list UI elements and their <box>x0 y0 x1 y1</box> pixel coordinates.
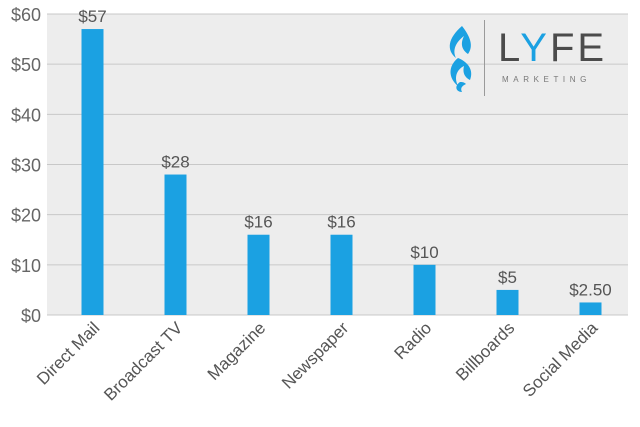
x-tick-label: Broadcast TV <box>100 318 187 405</box>
data-label: $10 <box>410 243 438 262</box>
y-tick-label: $10 <box>11 256 41 276</box>
bar <box>247 234 270 315</box>
y-tick-label: $50 <box>11 55 41 75</box>
bar <box>81 29 104 316</box>
x-tick-label: Direct Mail <box>33 318 103 388</box>
bar <box>579 302 602 315</box>
data-label: $5 <box>498 268 517 287</box>
bar <box>164 174 187 315</box>
x-tick-label: Newspaper <box>278 318 352 392</box>
logo-wordmark-accent: Y <box>520 26 550 70</box>
logo-wordmark: LYFE <box>498 28 607 68</box>
y-tick-label: $30 <box>11 156 41 176</box>
y-tick-label: $20 <box>11 206 41 226</box>
logo-wordmark-right: FE <box>549 26 608 70</box>
x-tick-label: Billboards <box>452 318 518 384</box>
bar <box>496 289 519 315</box>
data-label: $16 <box>244 213 272 232</box>
x-tick-label: Radio <box>390 318 435 363</box>
flame-icon <box>449 26 472 92</box>
bar <box>330 234 353 315</box>
y-tick-label: $40 <box>11 105 41 125</box>
data-label: $2.50 <box>569 280 612 299</box>
logo-tagline: MARKETING <box>502 75 591 84</box>
y-tick-label: $0 <box>21 306 41 326</box>
x-tick-label: Social Media <box>519 318 602 401</box>
logo-divider <box>484 20 485 96</box>
data-label: $16 <box>327 213 355 232</box>
lyfe-marketing-logo: LYFE MARKETING <box>440 18 620 98</box>
x-tick-label: Magazine <box>204 318 270 384</box>
data-label: $28 <box>161 153 189 172</box>
bar <box>413 264 436 315</box>
logo-wordmark-left: L <box>498 26 521 70</box>
data-label: $57 <box>78 7 106 26</box>
y-tick-label: $60 <box>11 5 41 25</box>
